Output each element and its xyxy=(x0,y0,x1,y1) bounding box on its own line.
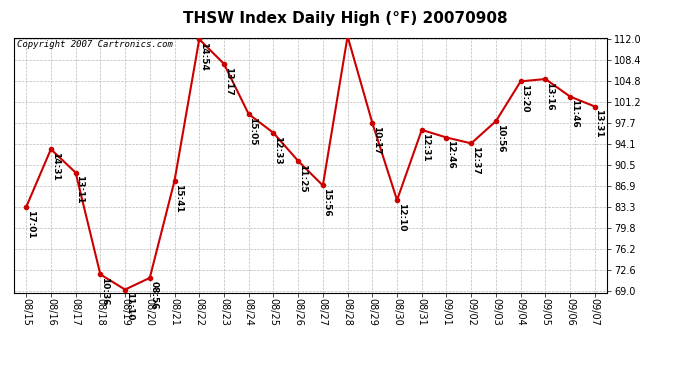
Text: Copyright 2007 Cartronics.com: Copyright 2007 Cartronics.com xyxy=(17,40,172,49)
Text: 10:36: 10:36 xyxy=(100,277,109,306)
Text: 14:54: 14:54 xyxy=(199,42,208,71)
Text: 12:10: 12:10 xyxy=(397,203,406,231)
Text: 15:05: 15:05 xyxy=(248,117,257,146)
Text: 13:11: 13:11 xyxy=(75,176,84,204)
Text: 08:56: 08:56 xyxy=(150,280,159,309)
Text: 13:31: 13:31 xyxy=(595,109,604,138)
Text: 14:31: 14:31 xyxy=(50,152,59,181)
Text: 13:20: 13:20 xyxy=(520,84,529,112)
Text: 12:46: 12:46 xyxy=(446,140,455,169)
Text: 10:17: 10:17 xyxy=(372,126,381,154)
Text: 11:46: 11:46 xyxy=(570,99,579,128)
Text: THSW Index Daily High (°F) 20070908: THSW Index Daily High (°F) 20070908 xyxy=(183,11,507,26)
Text: 13:16: 13:16 xyxy=(545,82,554,110)
Text: 17:01: 17:01 xyxy=(26,210,34,238)
Text: 11:25: 11:25 xyxy=(298,164,307,192)
Text: 12:41: 12:41 xyxy=(0,374,1,375)
Text: 15:41: 15:41 xyxy=(174,184,183,212)
Text: 12:37: 12:37 xyxy=(471,146,480,175)
Text: 12:31: 12:31 xyxy=(422,133,431,161)
Text: 10:56: 10:56 xyxy=(495,124,504,152)
Text: 11:10: 11:10 xyxy=(125,292,134,321)
Text: 15:56: 15:56 xyxy=(322,188,331,217)
Text: 12:33: 12:33 xyxy=(273,136,282,164)
Text: 13:17: 13:17 xyxy=(224,67,233,95)
